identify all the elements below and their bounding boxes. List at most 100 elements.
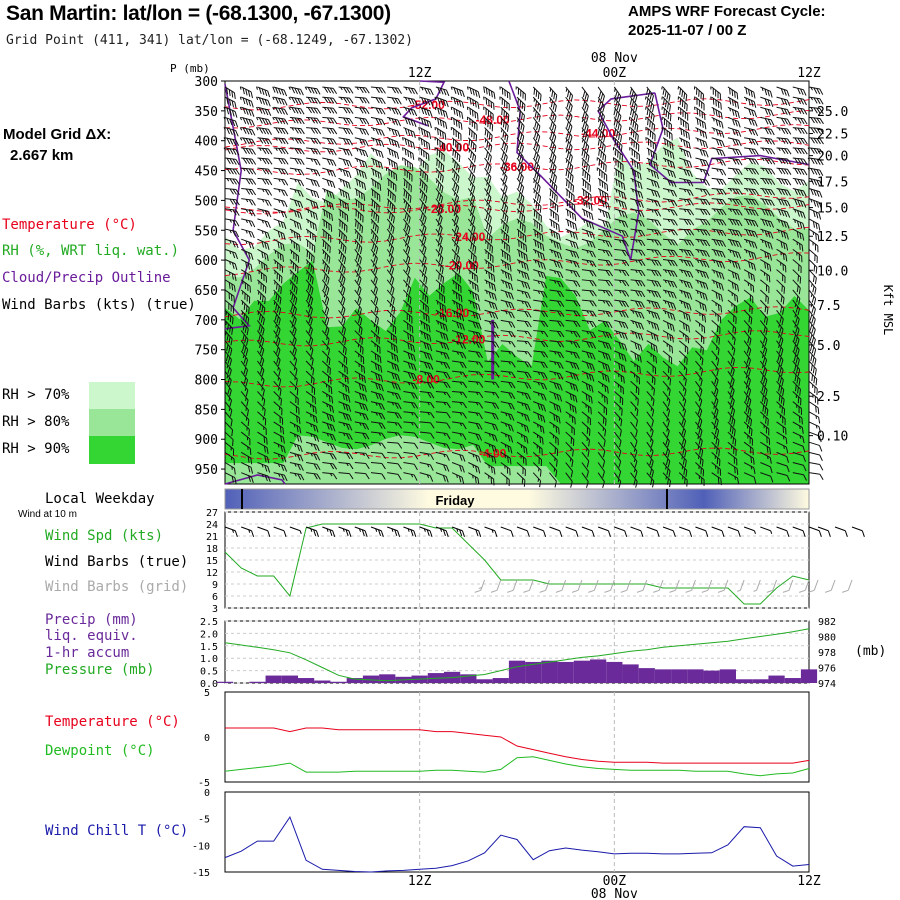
wind-barb	[695, 198, 711, 206]
wind-barb	[695, 218, 711, 226]
wind-barb	[598, 309, 613, 318]
surface-wind-barb-grid	[604, 579, 615, 593]
wind-barb	[435, 360, 451, 370]
wind-barb	[597, 228, 612, 238]
wind-barb	[370, 116, 386, 126]
wind-barb	[305, 391, 316, 405]
legend-dewpoint: Dewpoint (°C)	[45, 743, 155, 759]
wind-barb	[500, 289, 514, 300]
wind-barb	[727, 381, 735, 397]
wind-barb	[354, 350, 365, 364]
wind-barb	[630, 452, 638, 468]
wind-barb	[597, 462, 605, 478]
wind-barb	[500, 269, 513, 281]
wind-barb	[387, 411, 402, 419]
wind-barb	[387, 421, 403, 429]
wind-barb	[532, 86, 542, 102]
wind-barb	[468, 289, 480, 302]
wind-barb	[322, 451, 337, 460]
wind-barb	[630, 360, 641, 374]
wind-barb	[630, 279, 646, 287]
wind-barb	[597, 188, 609, 201]
pressure-tick-label: 600	[195, 254, 218, 269]
wind-barb	[289, 451, 304, 462]
wind-barb	[776, 451, 790, 463]
wind-barb	[597, 452, 606, 468]
wind-barb	[727, 350, 736, 366]
wind-barb	[484, 147, 492, 163]
wind-barb	[257, 360, 265, 377]
wind-barb	[370, 198, 380, 213]
wind-barb	[370, 157, 383, 170]
weekday-label: Friday	[435, 493, 475, 508]
wind-barb	[646, 269, 662, 277]
wind-barb	[451, 319, 465, 331]
wind-barb	[565, 228, 578, 240]
wind-barb	[500, 462, 511, 476]
wind-barb	[354, 208, 364, 223]
wind-barb	[727, 167, 743, 176]
wind-barb	[695, 309, 707, 323]
wind-barb	[240, 259, 253, 272]
wind-barb	[289, 177, 305, 187]
wind-barb	[565, 401, 577, 414]
wind-barb	[597, 401, 608, 416]
wind-barb	[451, 178, 460, 194]
wind-barb	[565, 106, 573, 123]
precip-tick-label: 0.0	[200, 679, 218, 690]
wind-barb	[419, 238, 427, 255]
wind-barb	[484, 370, 500, 378]
wind-barb	[257, 238, 270, 251]
wind-barb	[662, 208, 678, 216]
wind-barb	[403, 421, 419, 429]
wind-barb	[500, 421, 514, 432]
wind-barb	[646, 360, 657, 375]
wind-barb	[256, 127, 272, 135]
wind-barb	[792, 320, 800, 336]
wind-barb	[679, 177, 694, 187]
wind-barb	[452, 370, 467, 379]
wind-barb	[549, 452, 558, 467]
windchill-tick-label: -5	[198, 815, 210, 826]
precip-bar	[768, 675, 785, 683]
wind-barb	[273, 177, 289, 186]
wind-tick-label: 15	[206, 556, 218, 567]
wind-barb	[289, 330, 297, 346]
wind-barb	[549, 269, 564, 279]
wind-barb	[257, 157, 273, 165]
surface-wind-barb-grid	[842, 579, 853, 593]
wind-barb	[289, 147, 305, 155]
wind-barb	[743, 350, 751, 367]
wind-barb	[792, 289, 801, 305]
height-tick-label: 22.5	[817, 128, 848, 143]
wind-barb	[613, 401, 623, 416]
precip-bar	[800, 669, 818, 683]
wind-barb	[386, 340, 398, 353]
precip-bar	[362, 675, 380, 683]
surface-wind-barb	[679, 526, 693, 537]
wind-barb	[792, 269, 802, 284]
wind-barb	[792, 451, 807, 462]
wind-barb	[451, 228, 460, 245]
wind-barb	[224, 320, 234, 335]
wind-barb	[419, 309, 430, 323]
wind-barb	[597, 340, 612, 350]
wind-barb	[727, 279, 740, 292]
wind-barb	[273, 380, 282, 396]
wind-barb	[581, 269, 597, 277]
wind-barb	[468, 421, 483, 430]
wind-barb	[289, 360, 298, 376]
wind-barb	[467, 238, 477, 254]
wind-barb	[630, 380, 640, 395]
wind-barb	[565, 96, 573, 113]
wind-barb	[338, 127, 354, 135]
wind-barb	[808, 137, 824, 145]
wind-barb	[597, 380, 609, 394]
wind-barb	[549, 390, 563, 402]
wind-barb	[370, 350, 382, 364]
wind-barb	[598, 330, 613, 339]
wind-barb	[354, 370, 366, 383]
pressure-tick-label: 750	[195, 344, 218, 359]
wind-barb	[597, 127, 606, 143]
windchill-tick-label: 0	[204, 788, 210, 799]
